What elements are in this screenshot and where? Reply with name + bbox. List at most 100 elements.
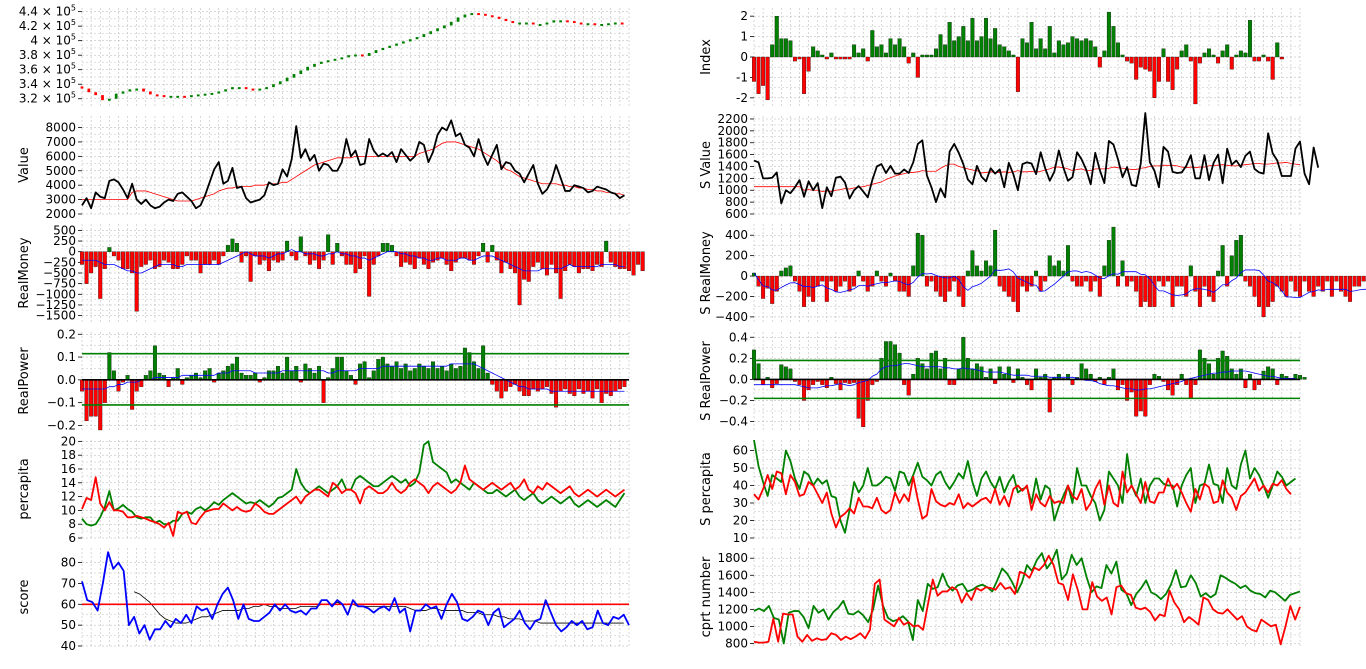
candle (210, 92, 214, 95)
srealpower-bar (893, 344, 898, 380)
realmoney-bar (622, 251, 627, 269)
srealmoney-bar (1361, 275, 1366, 282)
srealmoney-bar (915, 233, 920, 277)
candle (579, 22, 583, 25)
index-bar (965, 40, 970, 58)
y-tick-label: −1250 (35, 298, 76, 312)
y-tick-label: 1600 (717, 148, 748, 162)
svalue-line (753, 112, 1320, 209)
candle (572, 21, 576, 24)
srealmoney-bar (1152, 275, 1157, 307)
realpower-bar (271, 370, 276, 381)
realpower-bar (339, 356, 344, 381)
y-tick-label: 600 (725, 207, 748, 221)
srealmoney-bar (1138, 275, 1143, 307)
candle (285, 77, 289, 82)
y-tick-label: 800 (725, 636, 748, 650)
realpower-bar (421, 366, 426, 381)
index-bar (1234, 54, 1239, 58)
realmoney-bar (517, 251, 522, 306)
realmoney-bar (362, 251, 367, 257)
srealmoney-bar (1075, 275, 1080, 287)
realmoney-bar (431, 251, 435, 263)
candle (374, 50, 378, 54)
index-bar (1006, 50, 1011, 58)
y-tick-label: 20 (61, 434, 76, 448)
realmoney-bar (481, 243, 486, 252)
srealmoney-bar (1193, 275, 1198, 292)
candle (135, 88, 139, 91)
realpower-bar (522, 379, 527, 396)
index-bar (1047, 26, 1052, 58)
realmoney-bar (307, 251, 312, 265)
realmoney-bar (289, 251, 294, 257)
realmoney-bar (230, 238, 235, 252)
index-bar (1175, 56, 1180, 70)
candle (251, 88, 255, 91)
srealmoney-bar (1065, 245, 1070, 277)
index-bar (1070, 36, 1075, 58)
realpower-bar (84, 379, 89, 422)
candle (94, 92, 98, 96)
candle (121, 91, 125, 94)
srealpower-bar (1034, 368, 1039, 380)
candle (408, 39, 412, 42)
srealmoney-bar (1002, 275, 1007, 292)
index-bar (1156, 56, 1161, 82)
realpower-bar (285, 356, 290, 381)
candle (340, 57, 344, 60)
index-bar (1034, 48, 1039, 58)
y-axis: 10 20 30 40 50 60 (733, 444, 754, 545)
y-tick-label: 80 (61, 556, 76, 570)
realmoney-bar (294, 251, 299, 261)
candle (354, 54, 357, 57)
y-tick-label: 4.4 × 105 (19, 4, 76, 19)
index-bar (1125, 56, 1130, 62)
realmoney-bar (399, 251, 404, 267)
srealmoney-bar (761, 275, 766, 299)
candle (559, 20, 562, 23)
srealmoney-bar (970, 250, 975, 277)
realmoney-bar (503, 251, 508, 263)
realmoney-bar (248, 251, 253, 282)
candle (388, 45, 392, 48)
candle (477, 13, 480, 16)
y-tick-label: 1800 (717, 136, 748, 150)
srealpower-bar (1302, 377, 1307, 380)
srealpower-bar (1029, 379, 1034, 391)
srealpower-bar (783, 366, 788, 380)
y-tick-label: 10 (61, 503, 76, 517)
srealmoney-bar (1338, 275, 1343, 292)
realmoney-bar (157, 251, 162, 267)
srealmoney-bar (874, 270, 879, 277)
realpower-bar (166, 379, 171, 387)
candle (196, 94, 200, 97)
index-bar (1038, 38, 1043, 58)
y-tick-label: 40 (61, 639, 76, 653)
y-tick-label: 3.8 × 105 (19, 47, 76, 62)
srealpower-bar (770, 379, 775, 388)
realmoney-bar (403, 251, 408, 263)
srealpower-bar (1116, 379, 1120, 391)
spercapita-red-line (753, 470, 1292, 529)
index-bar (1207, 48, 1211, 58)
index-bar (961, 26, 966, 58)
srealmoney-bar (783, 267, 788, 277)
index-bar (1088, 40, 1093, 58)
srealmoney-bar (920, 235, 925, 277)
srealpower-bar (1125, 379, 1130, 401)
index-bar (988, 38, 993, 58)
realmoney-bar (180, 251, 185, 265)
srealpower-bar (961, 337, 966, 380)
realpower-bar (235, 356, 239, 381)
y-axis-label: score (17, 580, 32, 615)
srealpower-bar (897, 352, 902, 380)
index-bar (815, 50, 820, 58)
srealpower-bar (1188, 379, 1193, 399)
realpower-bar (435, 368, 440, 381)
candle (504, 18, 508, 22)
index-bar (1015, 56, 1020, 92)
srealmoney-bar (870, 275, 875, 287)
srealmoney-bar (1088, 275, 1093, 292)
realpower-bar (572, 379, 577, 396)
